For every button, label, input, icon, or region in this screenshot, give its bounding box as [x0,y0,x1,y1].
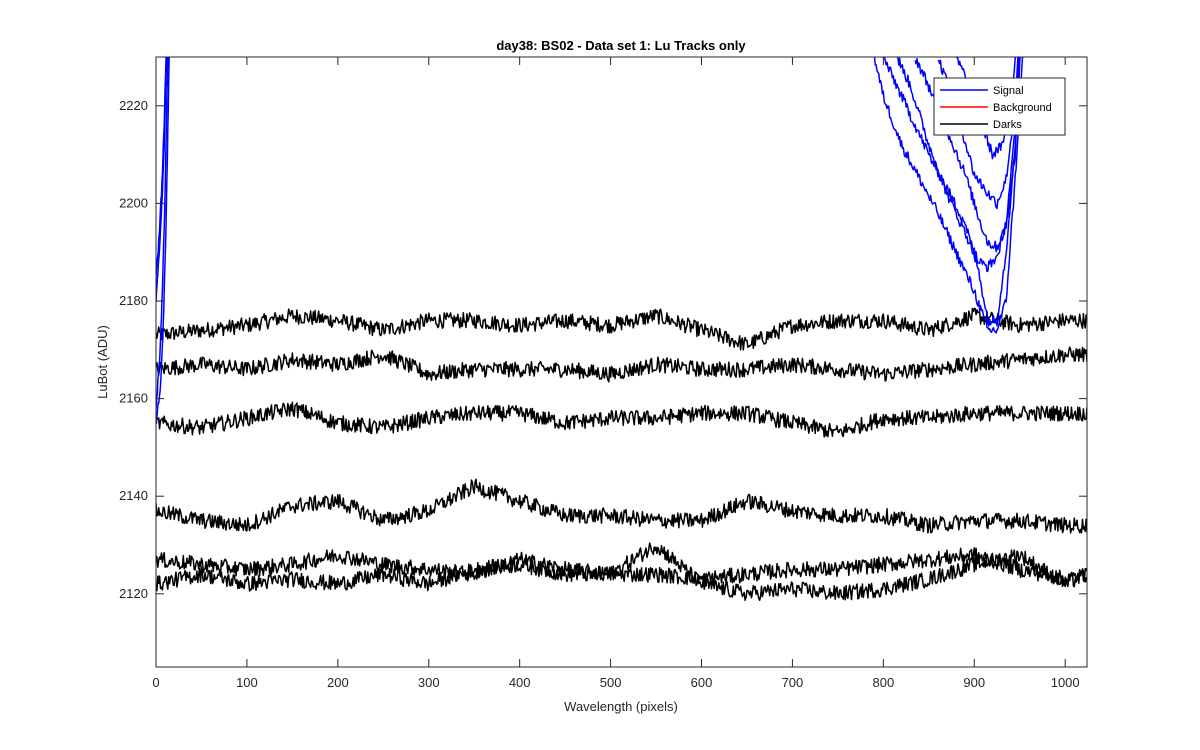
dark-track-2 [156,401,1087,438]
axis-ticks: 0 100 200 300 400 500 600 700 800 900 1000 2120 2140… [119,57,1087,690]
legend-label-darks: Darks [993,119,1022,131]
chart-title: day38: BS02 - Data set 1: Lu Tracks only [496,38,746,53]
y-tick-label: 2180 [119,293,148,308]
x-tick-label: 900 [963,675,985,690]
signal-left-3 [156,57,167,278]
dark-track-4 [156,547,1087,588]
y-tick-label: 2200 [119,195,148,210]
y-axis-label: LuBot (ADU) [95,325,110,399]
plot-frame [155,56,1088,668]
x-tick-label: 300 [418,675,440,690]
y-tick-label: 2140 [119,488,148,503]
signal-right-3 [914,57,1020,253]
signal-left-0 [156,57,170,425]
x-tick-label: 0 [152,675,159,690]
x-tick-label: 500 [600,675,622,690]
x-tick-label: 600 [691,675,713,690]
dark-track-3 [156,478,1087,534]
x-axis-label: Wavelength (pixels) [564,699,678,714]
x-tick-label: 700 [782,675,804,690]
y-tick-label: 2120 [119,586,148,601]
signal-left-1 [156,57,169,409]
dark-track-5 [156,542,1087,602]
y-tick-label: 2160 [119,391,148,406]
signal-right-2 [896,57,1020,273]
x-tick-label: 400 [509,675,531,690]
y-tick-label: 2220 [119,98,148,113]
legend-label-background: Background [993,102,1052,114]
dark-track-0 [156,307,1087,351]
x-tick-label: 200 [327,675,349,690]
dark-track-1 [156,346,1087,383]
x-tick-label: 100 [236,675,258,690]
legend-label-signal: Signal [993,85,1024,97]
signal-right-0 [873,57,1024,334]
x-tick-label: 1000 [1051,675,1080,690]
legend: Signal Background Darks [933,77,1066,136]
signal-right-1 [883,57,1021,327]
x-tick-label: 800 [872,675,894,690]
series-layer [156,57,1087,602]
